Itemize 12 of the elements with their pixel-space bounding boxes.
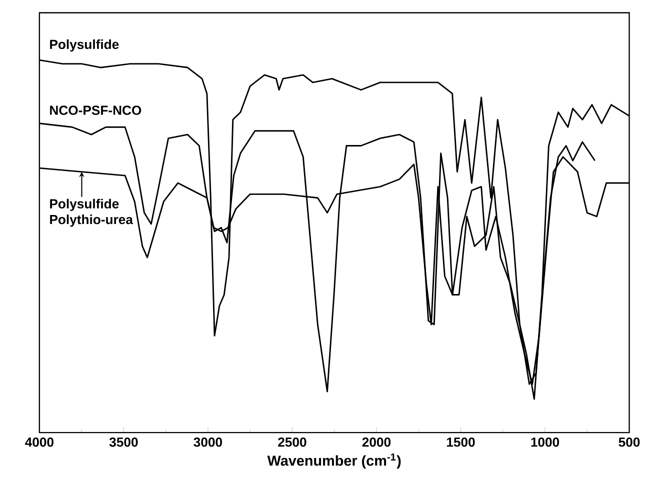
x-tick-label: 2000 <box>362 438 391 447</box>
series-label: Polysulfide <box>50 40 119 52</box>
x-tick-label: 1500 <box>446 438 475 447</box>
legend-label: Polysulfide Polythio-urea <box>50 199 134 227</box>
series-label: NCO-PSF-NCO <box>50 106 142 116</box>
x-tick-label: 3500 <box>109 438 138 447</box>
x-tick-label: 500 <box>618 438 640 447</box>
x-tick-label: 3000 <box>194 438 222 447</box>
x-tick-label: 2500 <box>278 438 306 447</box>
x-tick-label: 1000 <box>531 438 560 447</box>
x-tick-label: 4000 <box>25 438 54 447</box>
x-axis-title: Wavenumber (cm$^{-1}$) <box>267 454 401 469</box>
